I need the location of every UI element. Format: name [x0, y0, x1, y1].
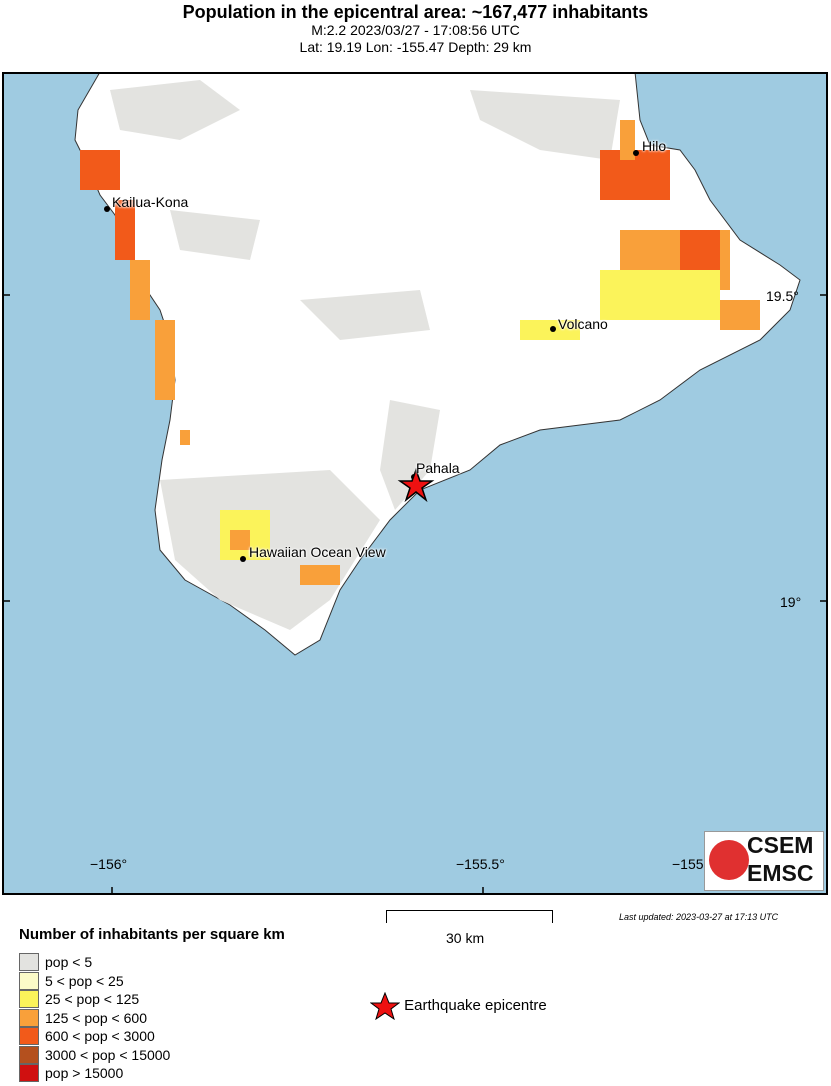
last-updated: Last updated: 2023-03-27 at 17:13 UTC	[619, 912, 779, 922]
legend-swatch	[19, 971, 39, 990]
globe-icon	[709, 840, 749, 880]
epicentre-label: Earthquake epicentre	[404, 996, 547, 1014]
scale-bar	[386, 910, 553, 923]
place-pahala: Pahala	[416, 460, 460, 476]
epicenter-star	[397, 467, 435, 503]
legend-item: 125 < pop < 600	[19, 1008, 147, 1027]
legend-item: pop < 5	[19, 953, 92, 971]
legend-label: 600 < pop < 3000	[45, 1028, 155, 1044]
legend-label: pop > 15000	[45, 1065, 124, 1081]
lon-tick: −155	[672, 856, 704, 872]
lon-tick: −156°	[90, 856, 128, 872]
legend-label: 3000 < pop < 15000	[45, 1046, 171, 1063]
map-canvas	[4, 74, 826, 893]
population-map[interactable]: Hilo Kailua-Kona Volcano Pahala Hawaiian…	[2, 72, 828, 895]
place-kailua-kona: Kailua-Kona	[112, 194, 189, 210]
legend-item: 600 < pop < 3000	[19, 1027, 155, 1045]
event-location: Lat: 19.19 Lon: -155.47 Depth: 29 km	[299, 39, 532, 55]
legend-label: 25 < pop < 125	[45, 991, 140, 1007]
legend-swatch	[19, 1008, 39, 1027]
lat-tick: 19°	[780, 594, 802, 610]
logo-emsc: EMSC	[747, 860, 814, 886]
lon-tick: −155.5°	[456, 856, 505, 872]
scale-label: 30 km	[446, 930, 485, 946]
legend-swatch	[19, 1064, 39, 1082]
legend-label: pop < 5	[45, 954, 93, 970]
place-hawaiian-ocean-view: Hawaiian Ocean View	[249, 544, 386, 560]
star-icon	[369, 991, 401, 1021]
populated-areas	[80, 120, 760, 585]
legend-label: 125 < pop < 600	[45, 1009, 147, 1026]
legend-swatch	[19, 990, 39, 1008]
epicentre-legend: Earthquake epicentre	[369, 991, 547, 1021]
legend-item: pop > 15000	[19, 1064, 123, 1082]
event-info: M:2.2 2023/03/27 - 17:08:56 UTC	[311, 22, 520, 38]
lat-tick: 19.5°	[766, 288, 799, 304]
legend-title: Number of inhabitants per square km	[19, 926, 285, 943]
legend-item: 3000 < pop < 15000	[19, 1045, 171, 1064]
legend-item: 25 < pop < 125	[19, 990, 139, 1008]
legend-swatch	[19, 1027, 39, 1045]
legend-label: 5 < pop < 25	[45, 972, 124, 989]
legend-swatch	[19, 953, 39, 971]
place-volcano: Volcano	[558, 316, 608, 332]
logo-csem: CSEM	[747, 832, 814, 858]
map-title: Population in the epicentral area: ~167,…	[182, 2, 649, 22]
legend-swatch	[19, 1045, 39, 1064]
legend-item: 5 < pop < 25	[19, 971, 124, 990]
place-hilo: Hilo	[642, 138, 667, 154]
emsc-logo: CSEM EMSC	[704, 831, 824, 891]
graticule-ticks	[4, 294, 826, 893]
